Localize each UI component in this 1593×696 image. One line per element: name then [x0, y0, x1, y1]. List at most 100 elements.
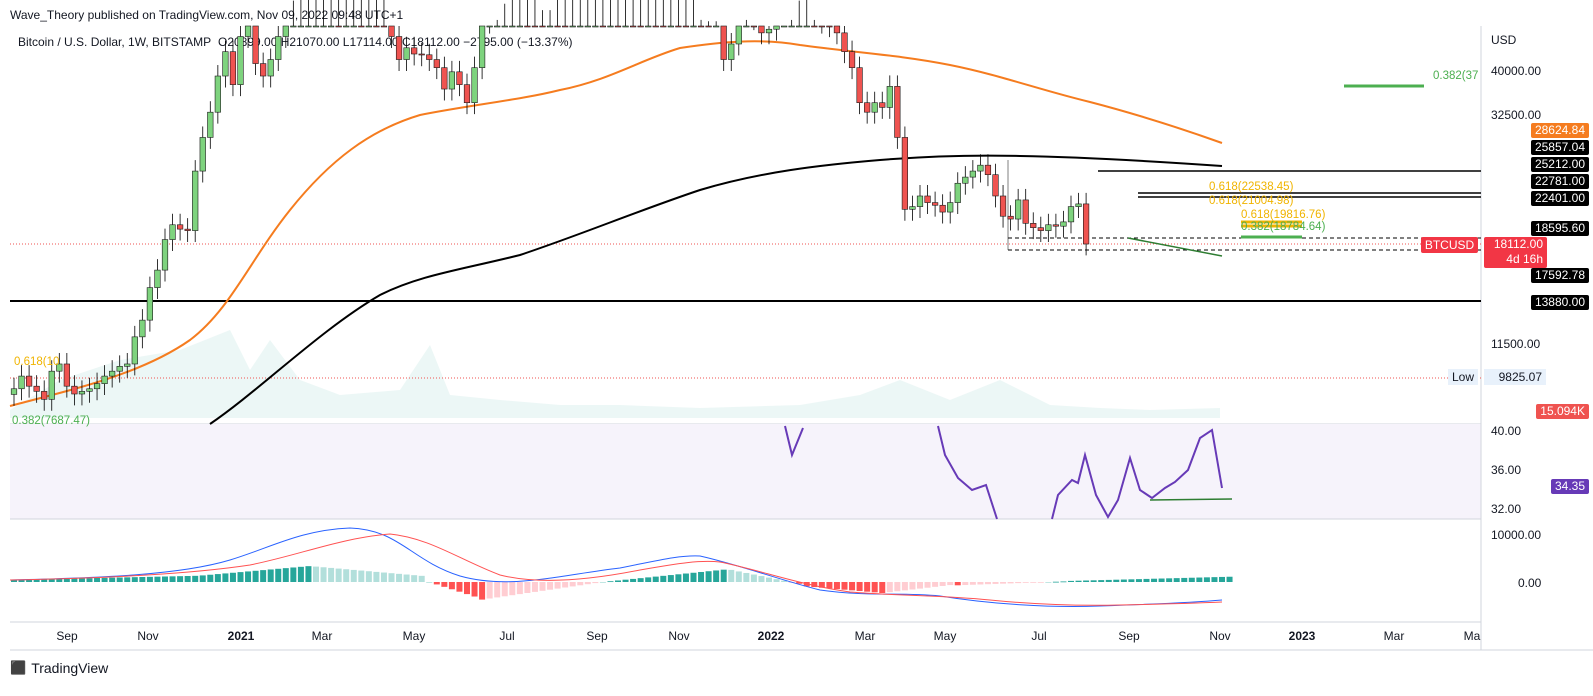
level-tag-22781: 22781.00	[1530, 174, 1589, 189]
time-label: Mar	[1383, 629, 1405, 643]
macd-bar	[1143, 578, 1150, 582]
candle-body	[456, 71, 463, 85]
time-label: Mar	[311, 629, 333, 643]
macd-bar	[441, 582, 448, 587]
macd-bar	[71, 578, 78, 582]
macd-bar	[735, 571, 742, 582]
macd-bar	[146, 576, 153, 582]
macd-bar	[471, 582, 478, 597]
macd-bar	[350, 569, 357, 582]
level-tag-25212: 25212.00	[1530, 157, 1589, 172]
candle-body	[894, 86, 901, 138]
macd-bar	[448, 582, 455, 590]
candle-body	[788, 25, 795, 28]
macd-bar	[1211, 577, 1218, 582]
macd-bar	[796, 582, 803, 584]
macd-bar	[388, 573, 395, 582]
macd-bar	[494, 582, 501, 598]
candle-body	[569, 25, 576, 28]
time-label: May	[402, 629, 426, 643]
macd-bar	[1120, 579, 1127, 582]
macd-bar	[516, 582, 523, 595]
macd-histogram	[11, 566, 1233, 600]
candle-body	[418, 53, 425, 56]
macd-bar	[864, 582, 871, 592]
macd-bar	[426, 582, 433, 583]
candle-body	[524, 25, 531, 28]
rsi-current-tag: 34.35	[1550, 479, 1589, 494]
macd-bar	[1090, 580, 1097, 582]
macd-bar	[1022, 582, 1029, 583]
candle-body	[826, 25, 833, 28]
candle-body	[177, 224, 184, 230]
macd-bar	[320, 567, 327, 582]
candle-body	[343, 25, 350, 28]
macd-bar	[569, 582, 576, 587]
candle-body	[803, 25, 810, 28]
candle-body	[403, 47, 410, 60]
candle-body	[297, 25, 305, 28]
candle-body	[796, 25, 803, 28]
candle-body	[811, 25, 818, 28]
candle-body	[1060, 221, 1067, 227]
macd-bar	[947, 582, 954, 586]
macd-bar	[18, 579, 25, 582]
low-label: Low	[1448, 369, 1478, 385]
macd-bar	[750, 574, 757, 582]
macd-bar	[245, 571, 252, 582]
macd-bar	[139, 576, 146, 582]
candle-body	[879, 102, 886, 108]
rsi-tick: 36.00	[1491, 463, 1522, 477]
tradingview-logo[interactable]: ⬛ TradingView	[10, 660, 108, 676]
macd-bar	[192, 575, 199, 582]
macd-bar	[599, 582, 606, 583]
macd-bar	[282, 568, 289, 582]
candle-body	[78, 391, 86, 395]
candle-body	[999, 195, 1007, 217]
candle-body	[984, 164, 992, 175]
macd-bar	[562, 582, 569, 588]
candle-body	[48, 370, 55, 400]
macd-bar	[917, 582, 923, 589]
candle-body	[969, 170, 976, 178]
macd-bar	[86, 578, 93, 582]
candle-body	[584, 25, 591, 28]
macd-bar	[1075, 580, 1082, 582]
candle-body	[10, 388, 18, 395]
macd-bar	[305, 566, 312, 582]
candle-body	[169, 224, 176, 240]
macd-bar	[267, 569, 274, 582]
macd-bar	[871, 582, 878, 593]
candle-body	[962, 176, 969, 184]
price-tick: 11500.00	[1491, 337, 1541, 351]
candle-body	[312, 25, 320, 28]
candle-body	[1083, 203, 1090, 245]
macd-bar	[675, 574, 682, 582]
macd-bar	[116, 577, 123, 582]
candle-body	[667, 25, 674, 28]
macd-bar	[901, 582, 908, 591]
time-label: Nov	[137, 629, 159, 643]
macd-bar	[954, 582, 961, 586]
candle-body	[463, 84, 471, 104]
macd-bar	[509, 582, 516, 596]
fib-label-top-right: 0.382(37	[1433, 70, 1479, 82]
candle-body	[109, 370, 116, 377]
symbol-title[interactable]: Bitcoin / U.S. Dollar, 1W, BITSTAMP	[18, 35, 212, 49]
macd-bar	[577, 582, 584, 586]
macd-tick: 0.00	[1518, 576, 1542, 590]
candle-body	[388, 25, 395, 37]
candle-body	[629, 25, 637, 28]
current-price-value: 18112.00	[1493, 237, 1543, 251]
macd-bar	[1128, 579, 1135, 582]
candle-body	[599, 25, 606, 28]
candle-body	[494, 25, 501, 28]
candle-body	[509, 25, 516, 28]
candle-body	[131, 336, 138, 365]
macd-bar	[539, 582, 546, 591]
macd-bar	[237, 572, 244, 582]
level-tag-17592: 17592.78	[1530, 268, 1589, 283]
macd-bar	[1052, 581, 1059, 583]
candle-body	[1022, 199, 1029, 224]
